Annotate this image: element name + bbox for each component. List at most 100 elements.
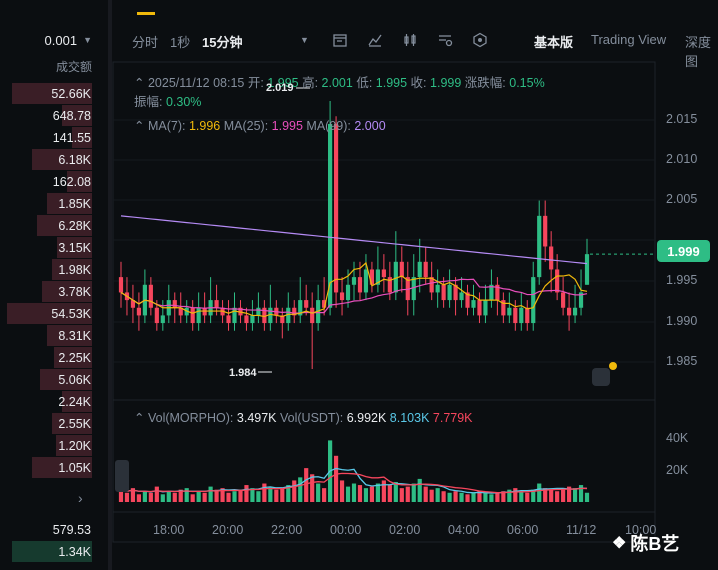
- volume-bar: [363, 488, 369, 502]
- vol-base-label: Vol(MORPHO):: [147, 411, 234, 425]
- orderbook-row[interactable]: 6.28K: [0, 215, 92, 236]
- orderbook-row[interactable]: 54.53K: [0, 303, 92, 324]
- turnover-value: 1.98K: [58, 262, 91, 277]
- orderbook-row[interactable]: 2.24K: [0, 391, 92, 412]
- orderbook-row[interactable]: 579.53: [0, 519, 92, 540]
- volume-bar: [310, 474, 315, 502]
- orderbook-row[interactable]: 1.20K: [0, 435, 92, 456]
- candle-body: [196, 307, 201, 324]
- view-depth[interactable]: 深度图: [685, 35, 712, 69]
- turnover-value: 52.66K: [51, 86, 91, 101]
- interval-1s[interactable]: 1秒: [170, 35, 191, 50]
- orderbook-row[interactable]: 3.78K: [0, 281, 92, 302]
- orderbook-row[interactable]: 52.66K: [0, 83, 92, 104]
- candle-body: [495, 284, 500, 301]
- high-value: 2.001: [321, 76, 353, 90]
- volume-bar: [429, 489, 434, 502]
- volume-bar: [495, 492, 500, 502]
- depth-bar: [62, 391, 92, 412]
- candle-body: [507, 307, 512, 316]
- indicator-icon[interactable]: [367, 32, 383, 48]
- orderbook-row[interactable]: 1.98K: [0, 259, 92, 280]
- view-basic[interactable]: 基本版: [534, 35, 574, 50]
- close-value: 1.999: [430, 76, 462, 90]
- volume-bar: [561, 489, 566, 502]
- candle-body: [310, 307, 315, 324]
- volume-bar: [256, 491, 261, 502]
- chevron-up-icon[interactable]: ⌃: [134, 411, 145, 425]
- depth-bar: [37, 215, 92, 236]
- volume-bar: [154, 486, 159, 502]
- watermark-text: 陈B艺: [630, 534, 680, 554]
- vol-ma1-value: 8.103K: [389, 411, 430, 425]
- volume-bar: [232, 491, 237, 502]
- depth-bar: [72, 127, 92, 148]
- candle-body: [351, 277, 357, 285]
- depth-bar: [12, 83, 92, 104]
- orderbook-row[interactable]: 8.31K: [0, 325, 92, 346]
- ma25-label: MA(25):: [223, 119, 269, 133]
- candle-body: [328, 123, 333, 308]
- volume-bar: [572, 488, 578, 502]
- volume-bar: [178, 489, 183, 502]
- volume-bar: [316, 483, 321, 502]
- volume-bar: [345, 486, 351, 502]
- depth-bar: [67, 171, 92, 192]
- orderbook-row[interactable]: 1.85K: [0, 193, 92, 214]
- volume-bar: [537, 483, 542, 502]
- current-price-tag: 1.999: [657, 240, 710, 262]
- volume-bar: [584, 492, 590, 502]
- high-label: 高:: [302, 76, 319, 90]
- volume-bar: [578, 485, 584, 502]
- candle-body: [232, 307, 237, 324]
- calendar-icon[interactable]: [332, 32, 348, 48]
- interval-timeline[interactable]: 分时: [132, 35, 159, 50]
- low-value: 1.995: [375, 76, 408, 90]
- view-tradingview[interactable]: Trading View: [591, 32, 667, 47]
- precision-selector[interactable]: 0.001 ▼: [0, 30, 92, 50]
- ma-legend: ⌃ MA(7): 1.996 MA(25): 1.995 MA(99): 2.0…: [134, 118, 386, 133]
- orderbook-row[interactable]: 648.78: [0, 105, 92, 126]
- panel-divider: [108, 0, 112, 570]
- orderbook-row[interactable]: 2.55K: [0, 413, 92, 434]
- volume-bar: [566, 486, 572, 502]
- volume-bar: [238, 489, 243, 502]
- vol-quote-label: Vol(USDT):: [280, 411, 344, 425]
- hexagon-icon[interactable]: [472, 32, 488, 48]
- volume-bar: [369, 486, 375, 502]
- chevron-up-icon[interactable]: ⌃: [134, 119, 145, 133]
- interval-dropdown-icon[interactable]: ▼: [300, 35, 309, 45]
- chart-frame: [112, 61, 656, 543]
- turnover-value: 3.15K: [58, 240, 91, 255]
- volume-bar: [423, 486, 428, 502]
- volume-bar: [375, 483, 380, 502]
- price-axis-label: 1.990: [666, 314, 698, 328]
- volume-bar: [244, 485, 249, 502]
- volume-bar: [447, 492, 452, 502]
- candle-style-icon[interactable]: [402, 32, 418, 48]
- candle-body: [256, 307, 261, 316]
- chevron-down-icon: ▼: [83, 35, 92, 45]
- depth-bar: [47, 193, 92, 214]
- chevron-right-icon[interactable]: ›: [78, 490, 83, 506]
- interval-15m[interactable]: 15分钟: [202, 35, 243, 50]
- orderbook-row[interactable]: 5.06K: [0, 369, 92, 390]
- orderbook-row[interactable]: 1.05K: [0, 457, 92, 478]
- candle-body: [531, 277, 536, 324]
- volume-bar: [208, 486, 213, 502]
- orderbook-row[interactable]: 3.15K: [0, 237, 92, 258]
- volume-bar: [250, 488, 255, 502]
- orderbook-row[interactable]: 2.25K: [0, 347, 92, 368]
- chevron-up-icon[interactable]: ⌃: [134, 76, 145, 90]
- candle-body: [411, 277, 416, 301]
- chart-settings-icon[interactable]: [437, 32, 453, 48]
- turnover-value: 54.53K: [51, 306, 91, 321]
- orderbook-row[interactable]: 1.34K: [0, 541, 92, 562]
- volume-bar: [435, 488, 440, 502]
- turnover-value: 5.06K: [58, 372, 91, 387]
- orderbook-row[interactable]: 162.08: [0, 171, 92, 192]
- orderbook-panel: 0.001 ▼ 成交额 52.66K 648.78 141.55 6.18K 162.0…: [0, 0, 100, 570]
- orderbook-row[interactable]: 6.18K: [0, 149, 92, 170]
- orderbook-row[interactable]: 141.55: [0, 127, 92, 148]
